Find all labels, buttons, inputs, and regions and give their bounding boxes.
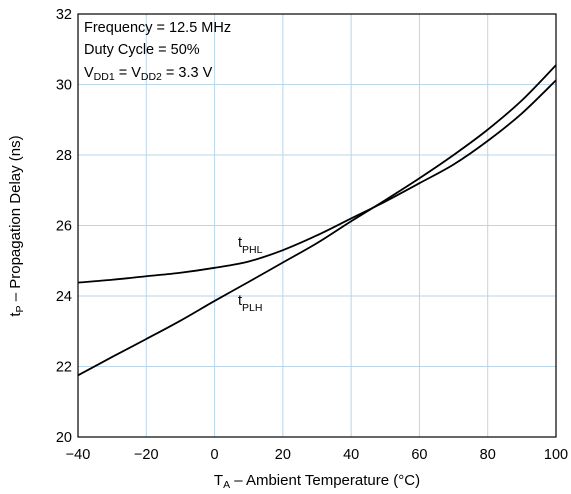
annotation-duty-cycle: Duty Cycle = 50%	[84, 42, 200, 58]
series-label-tplh: tPLH	[238, 293, 262, 314]
x-tick-label: 20	[275, 447, 291, 463]
vdd-part-4: = 3.3 V	[162, 65, 213, 81]
series-line-tphl	[77, 79, 557, 284]
x-tick-label: 80	[480, 447, 496, 463]
annotation-vdd: VDD1 = VDD2 = 3.3 V	[84, 65, 213, 83]
y-tick-label: 30	[56, 78, 72, 94]
x-tick-label: 60	[411, 447, 427, 463]
x-tick-label: −40	[66, 447, 91, 463]
vdd-part-0: V	[84, 65, 94, 81]
series-label-tphl: tPHL	[238, 235, 263, 256]
y-tick-label: 28	[56, 148, 72, 164]
series-line-tplh	[77, 64, 557, 377]
vdd-part-3: DD2	[141, 71, 162, 83]
plot-frame	[77, 13, 557, 438]
vdd-part-1: DD1	[94, 71, 115, 83]
tick-labels: −40 −20 0 20 40 60 80 100 20 22 24 26 28 30 32	[56, 7, 568, 463]
annotation-frequency: Frequency = 12.5 MHz	[84, 20, 231, 36]
y-tick-label: 32	[56, 7, 72, 23]
conditions-annotation: Frequency = 12.5 MHz Duty Cycle = 50% VD…	[84, 20, 231, 83]
vdd-part-2: = V	[115, 65, 142, 81]
series-group	[77, 64, 557, 377]
y-axis-title: tP – Propagation Delay (ns)	[7, 135, 26, 316]
x-tick-label: 100	[544, 447, 568, 463]
x-axis-title: TA – Ambient Temperature (°C)	[214, 472, 420, 491]
y-tick-label: 22	[56, 360, 72, 376]
x-tick-label: 40	[343, 447, 359, 463]
y-tick-label: 24	[56, 289, 72, 305]
x-tick-label: 0	[211, 447, 219, 463]
y-tick-label: 20	[56, 430, 72, 446]
x-tick-label: −20	[134, 447, 159, 463]
grid	[78, 14, 556, 437]
y-tick-label: 26	[56, 219, 72, 235]
